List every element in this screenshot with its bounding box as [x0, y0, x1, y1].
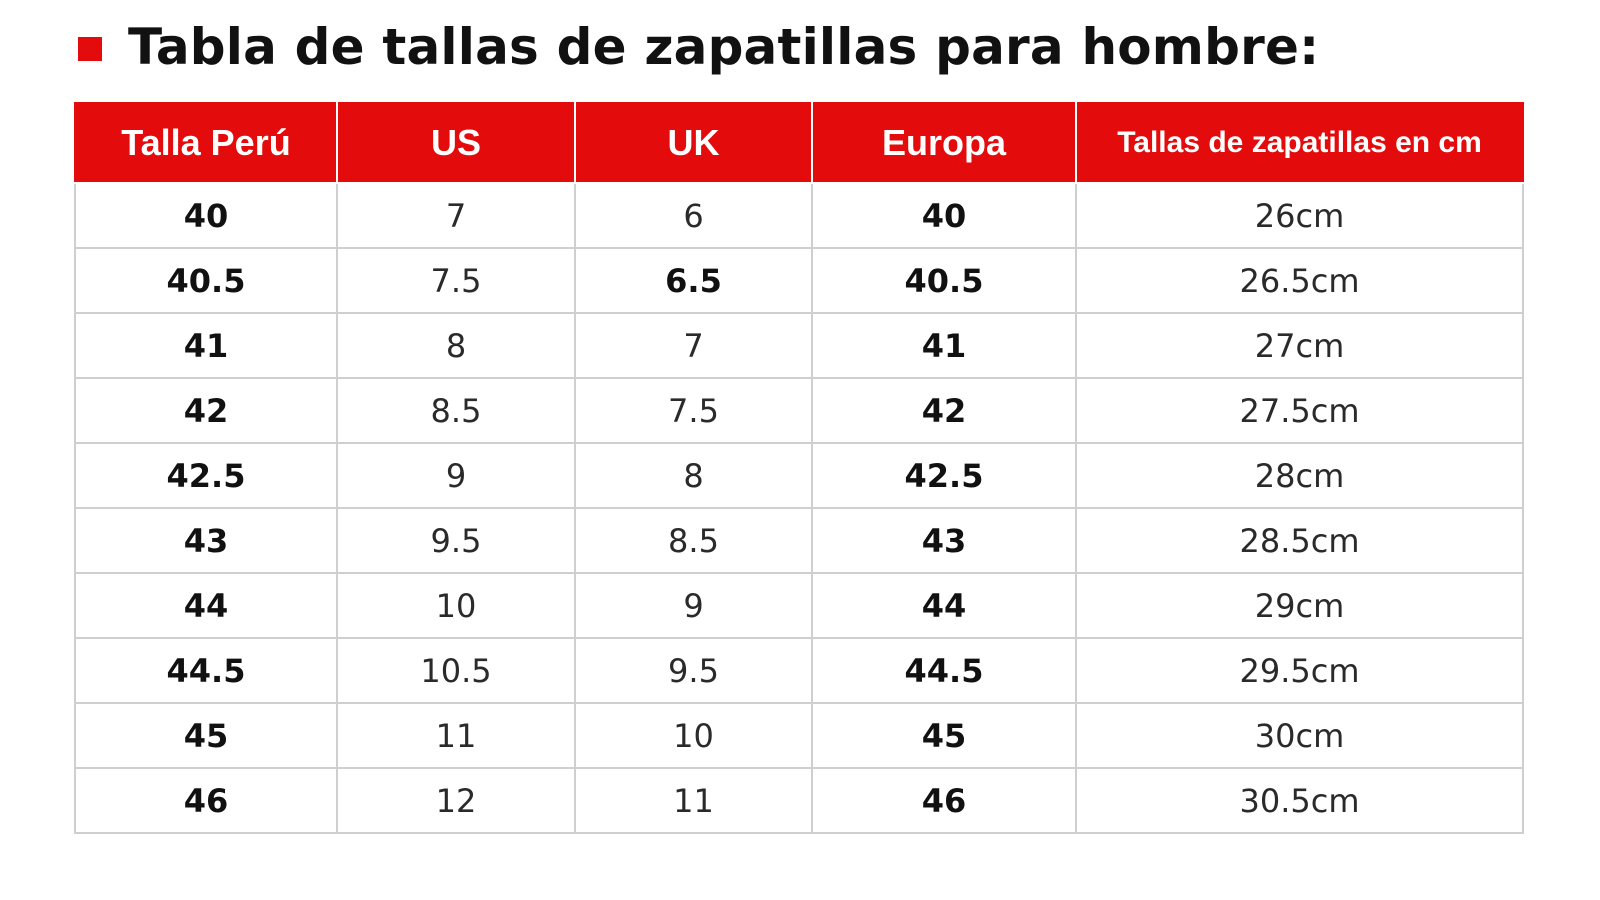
cell-europa: 42.5: [811, 442, 1077, 509]
cell-talla-peru: 46: [74, 767, 338, 834]
header-talla-peru: Talla Perú: [74, 102, 338, 184]
table-row: 42 8.5 7.5 42 27.5cm: [74, 377, 1524, 444]
cell-europa: 41: [811, 312, 1077, 379]
table-row: 46 12 11 46 30.5cm: [74, 767, 1524, 834]
cell-us: 7: [336, 182, 576, 249]
page-title: Tabla de tallas de zapatillas para hombr…: [128, 18, 1320, 76]
red-square-bullet-icon: [78, 37, 102, 61]
cell-cm: 28.5cm: [1075, 507, 1524, 574]
cell-cm: 26.5cm: [1075, 247, 1524, 314]
cell-us: 9.5: [336, 507, 576, 574]
cell-uk: 6: [574, 182, 813, 249]
table-row: 45 11 10 45 30cm: [74, 702, 1524, 769]
title-row: Tabla de tallas de zapatillas para hombr…: [78, 12, 1319, 82]
cell-europa: 43: [811, 507, 1077, 574]
cell-us: 11: [336, 702, 576, 769]
cell-talla-peru: 42: [74, 377, 338, 444]
cell-uk: 6.5: [574, 247, 813, 314]
cell-europa: 40: [811, 182, 1077, 249]
cell-talla-peru: 44: [74, 572, 338, 639]
cell-uk: 9: [574, 572, 813, 639]
cell-europa: 42: [811, 377, 1077, 444]
header-uk: UK: [574, 102, 813, 184]
cell-us: 10.5: [336, 637, 576, 704]
table-row: 43 9.5 8.5 43 28.5cm: [74, 507, 1524, 574]
table-body: 40 7 6 40 26cm 40.5 7.5 6.5 40.5 26.5cm …: [74, 182, 1524, 834]
table-row: 44.5 10.5 9.5 44.5 29.5cm: [74, 637, 1524, 704]
table-row: 40 7 6 40 26cm: [74, 182, 1524, 249]
cell-europa: 40.5: [811, 247, 1077, 314]
table-header-row: Talla Perú US UK Europa Tallas de zapati…: [74, 102, 1524, 184]
cell-cm: 26cm: [1075, 182, 1524, 249]
cell-europa: 44.5: [811, 637, 1077, 704]
cell-us: 7.5: [336, 247, 576, 314]
table-row: 41 8 7 41 27cm: [74, 312, 1524, 379]
cell-europa: 44: [811, 572, 1077, 639]
cell-uk: 10: [574, 702, 813, 769]
cell-uk: 8.5: [574, 507, 813, 574]
cell-us: 10: [336, 572, 576, 639]
cell-talla-peru: 40.5: [74, 247, 338, 314]
cell-talla-peru: 41: [74, 312, 338, 379]
cell-cm: 27cm: [1075, 312, 1524, 379]
cell-uk: 7.5: [574, 377, 813, 444]
cell-europa: 45: [811, 702, 1077, 769]
cell-talla-peru: 40: [74, 182, 338, 249]
cell-cm: 27.5cm: [1075, 377, 1524, 444]
cell-europa: 46: [811, 767, 1077, 834]
cell-cm: 28cm: [1075, 442, 1524, 509]
header-us: US: [336, 102, 576, 184]
cell-us: 12: [336, 767, 576, 834]
cell-cm: 30.5cm: [1075, 767, 1524, 834]
cell-uk: 8: [574, 442, 813, 509]
cell-cm: 30cm: [1075, 702, 1524, 769]
cell-us: 9: [336, 442, 576, 509]
table-row: 42.5 9 8 42.5 28cm: [74, 442, 1524, 509]
cell-us: 8: [336, 312, 576, 379]
cell-cm: 29cm: [1075, 572, 1524, 639]
cell-uk: 7: [574, 312, 813, 379]
table-row: 44 10 9 44 29cm: [74, 572, 1524, 639]
cell-cm: 29.5cm: [1075, 637, 1524, 704]
cell-uk: 9.5: [574, 637, 813, 704]
cell-us: 8.5: [336, 377, 576, 444]
cell-talla-peru: 43: [74, 507, 338, 574]
header-europa: Europa: [811, 102, 1077, 184]
cell-talla-peru: 42.5: [74, 442, 338, 509]
table-header: Talla Perú US UK Europa Tallas de zapati…: [74, 102, 1524, 184]
cell-uk: 11: [574, 767, 813, 834]
cell-talla-peru: 44.5: [74, 637, 338, 704]
size-table: Talla Perú US UK Europa Tallas de zapati…: [74, 102, 1524, 834]
cell-talla-peru: 45: [74, 702, 338, 769]
header-cm: Tallas de zapatillas en cm: [1075, 102, 1524, 184]
table-row: 40.5 7.5 6.5 40.5 26.5cm: [74, 247, 1524, 314]
